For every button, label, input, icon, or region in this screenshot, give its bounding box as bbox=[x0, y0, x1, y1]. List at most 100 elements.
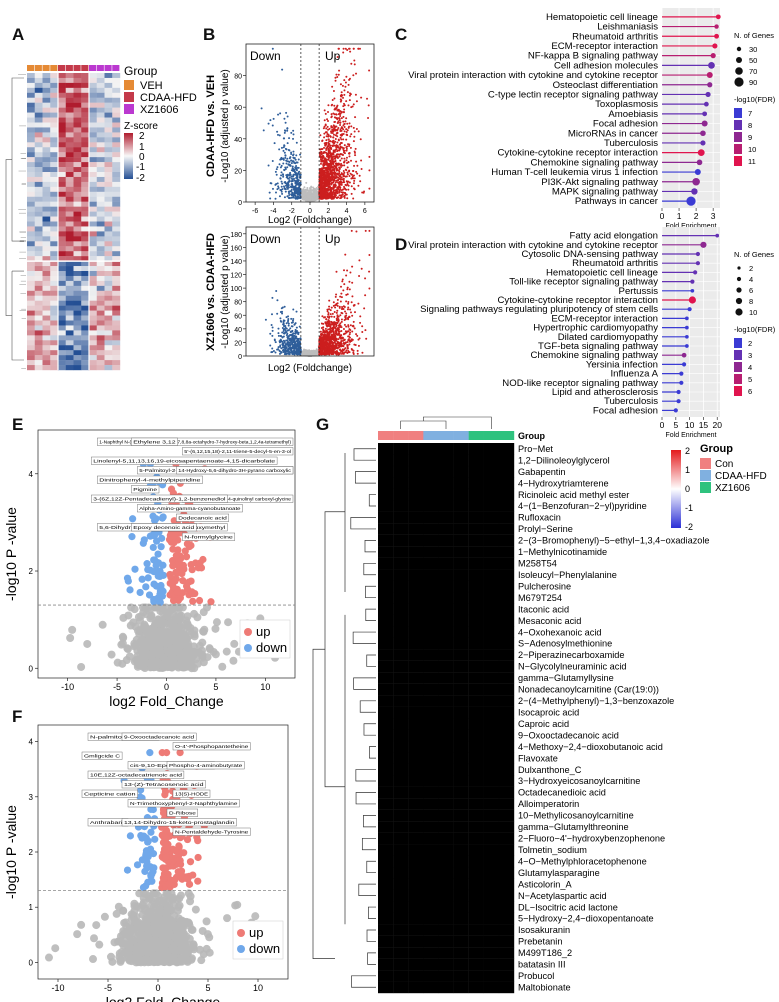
up-point bbox=[348, 94, 351, 97]
up-point bbox=[327, 182, 330, 185]
heatmap-cell bbox=[27, 261, 35, 267]
up-point bbox=[356, 172, 359, 175]
up-point bbox=[352, 182, 355, 185]
down-point bbox=[268, 191, 271, 194]
up-point bbox=[319, 169, 322, 172]
up-point bbox=[328, 175, 331, 178]
down-point bbox=[269, 119, 272, 122]
down-point bbox=[286, 115, 289, 118]
heatmap-cell bbox=[65, 360, 74, 366]
up-point bbox=[340, 138, 343, 141]
up-point bbox=[360, 267, 363, 270]
up-point bbox=[319, 155, 322, 158]
heatmap-cell bbox=[73, 266, 82, 272]
up-point bbox=[333, 176, 336, 179]
up-point bbox=[323, 136, 326, 139]
up-point bbox=[321, 139, 324, 142]
up-point bbox=[350, 125, 353, 128]
up-point bbox=[336, 132, 339, 135]
ns-point bbox=[307, 195, 310, 198]
up-point bbox=[334, 295, 337, 298]
up-point bbox=[358, 259, 361, 262]
up-point bbox=[346, 134, 349, 137]
ns-point bbox=[308, 192, 311, 195]
heatmap-cell bbox=[81, 162, 90, 168]
ns-point bbox=[306, 187, 309, 190]
panel-letter-g: G bbox=[316, 415, 330, 434]
heatmap-cell bbox=[50, 310, 59, 316]
heatmap-cell bbox=[73, 310, 82, 316]
zscore-tick: 2 bbox=[139, 131, 145, 142]
heatmap-cell bbox=[34, 266, 43, 272]
up-point bbox=[337, 185, 340, 188]
heatmap-cell bbox=[96, 236, 105, 242]
heatmap-cell bbox=[58, 92, 66, 98]
heatmap-cell bbox=[58, 246, 66, 252]
up-point bbox=[331, 312, 334, 315]
heatmap-cell bbox=[42, 172, 51, 178]
down-point bbox=[279, 112, 282, 115]
up-point bbox=[321, 194, 324, 197]
heatmap-cell bbox=[81, 271, 90, 277]
heatmap-cell bbox=[81, 285, 90, 291]
heatmap-cell bbox=[34, 340, 43, 346]
heatmap-cell bbox=[50, 246, 59, 252]
down-point bbox=[286, 166, 289, 169]
up-point bbox=[340, 189, 343, 192]
heatmap-cell bbox=[34, 142, 43, 148]
up-point bbox=[347, 318, 350, 321]
heatmap-cell bbox=[96, 142, 105, 148]
up-point bbox=[339, 348, 342, 351]
up-point bbox=[350, 133, 353, 136]
heatmap-cell bbox=[104, 102, 113, 108]
heatmap-cell bbox=[65, 117, 74, 123]
down-point bbox=[274, 170, 277, 173]
heatmap-cell bbox=[50, 305, 59, 311]
up-point bbox=[341, 164, 344, 167]
up-point bbox=[344, 193, 347, 196]
up-point bbox=[328, 320, 331, 323]
down-point bbox=[293, 191, 296, 194]
heatmap-cell bbox=[27, 305, 35, 311]
heatmap-cell bbox=[81, 77, 90, 84]
up-point bbox=[345, 312, 348, 315]
heatmap-cell bbox=[34, 241, 43, 247]
down-point bbox=[275, 173, 278, 176]
up-point bbox=[339, 295, 342, 298]
up-point bbox=[324, 183, 327, 186]
up-point bbox=[330, 169, 333, 172]
heatmap-cell bbox=[27, 266, 35, 272]
heatmap-cell bbox=[96, 196, 105, 202]
up-point bbox=[338, 155, 341, 158]
zscore-tick: -1 bbox=[136, 162, 145, 173]
down-point bbox=[279, 188, 282, 191]
down-point bbox=[262, 129, 265, 132]
up-point bbox=[342, 161, 345, 164]
up-point bbox=[340, 296, 343, 299]
heatmap-cell bbox=[104, 137, 113, 143]
heatmap-cell bbox=[27, 87, 35, 93]
down-point bbox=[280, 190, 283, 193]
up-point bbox=[338, 190, 341, 193]
heatmap-cell bbox=[96, 271, 105, 277]
down-point bbox=[288, 176, 291, 179]
up-point bbox=[338, 194, 341, 197]
heatmap-cell bbox=[50, 271, 59, 277]
down-point bbox=[283, 185, 286, 188]
heatmap-cell bbox=[27, 157, 35, 163]
ns-point bbox=[305, 181, 308, 184]
down-point bbox=[290, 159, 293, 162]
up-point bbox=[367, 116, 370, 119]
heatmap-cell bbox=[104, 251, 113, 257]
heatmap-cell bbox=[73, 350, 82, 356]
down-point bbox=[294, 172, 297, 175]
up-point bbox=[345, 159, 348, 162]
up-point bbox=[345, 300, 348, 303]
up-point bbox=[339, 159, 342, 162]
heatmap-cell bbox=[34, 295, 43, 301]
heatmap-cell bbox=[42, 330, 51, 336]
down-point bbox=[289, 190, 292, 193]
y-tick-label: 80 bbox=[234, 74, 242, 81]
zscore-tick: 0 bbox=[139, 152, 145, 163]
up-point bbox=[331, 126, 334, 129]
